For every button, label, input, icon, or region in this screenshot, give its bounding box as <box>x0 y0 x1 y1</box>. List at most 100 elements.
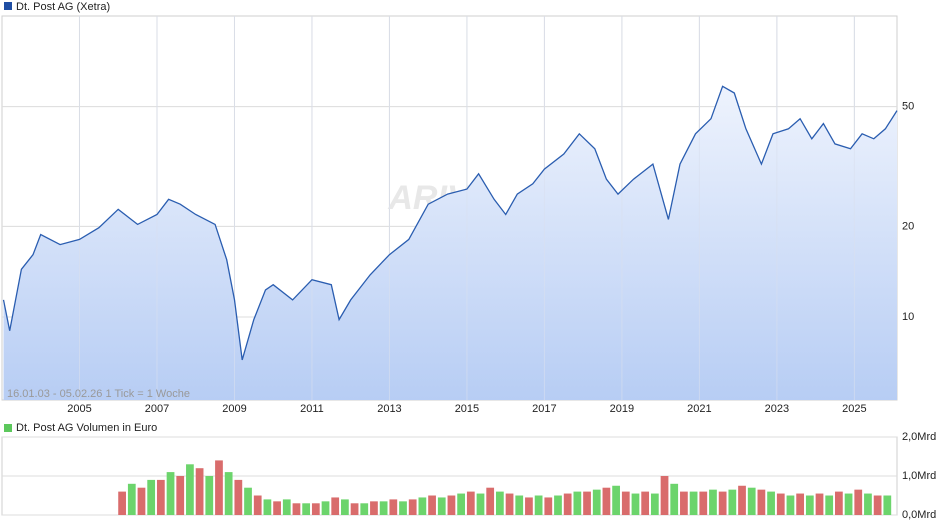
volume-bar <box>650 493 659 515</box>
volume-bar <box>370 501 378 515</box>
volume-bar <box>137 487 146 515</box>
x-tick-label: 2021 <box>687 403 711 415</box>
volume-bar <box>302 503 311 515</box>
volume-bar <box>428 495 436 515</box>
chart-title: Dt. Post AG (Xetra) <box>16 1 110 13</box>
volume-bar <box>292 503 301 515</box>
volume-bar <box>718 491 727 515</box>
volume-bar <box>476 493 485 515</box>
legend-swatch <box>4 424 12 432</box>
volume-bar <box>525 497 533 515</box>
volume-bar <box>224 472 233 515</box>
volume-bar <box>311 503 320 515</box>
volume-bar <box>205 476 214 515</box>
volume-bar <box>738 485 746 515</box>
volume-bar <box>699 491 708 515</box>
volume-bar <box>728 489 737 515</box>
volume-bar <box>457 493 465 515</box>
y-tick-label: 50 <box>902 101 914 113</box>
x-tick-label: 2023 <box>765 403 789 415</box>
x-tick-label: 2009 <box>222 403 246 415</box>
x-tick-label: 2025 <box>842 403 866 415</box>
volume-bar <box>544 497 553 515</box>
volume-bar <box>873 495 882 515</box>
volume-bar <box>825 495 834 515</box>
price-area <box>3 86 897 401</box>
volume-bar <box>573 491 582 515</box>
volume-bar <box>215 460 223 515</box>
legend-swatch <box>4 2 12 10</box>
volume-bar <box>592 489 601 515</box>
volume-bar <box>796 493 805 515</box>
volume-bar <box>282 499 291 515</box>
volume-bar <box>631 493 640 515</box>
volume-bar <box>864 493 872 515</box>
volume-bar <box>815 493 824 515</box>
volume-bar <box>554 495 562 515</box>
volume-bar <box>602 487 611 515</box>
y-tick-label: 10 <box>902 311 914 323</box>
x-tick-label: 2017 <box>532 403 556 415</box>
volume-bar <box>437 497 446 515</box>
volume-bar <box>563 493 572 515</box>
volume-title: Dt. Post AG Volumen in Euro <box>16 422 157 434</box>
volume-bar <box>680 491 688 515</box>
y-tick-label: 2,0Mrd <box>902 431 936 443</box>
volume-bar <box>612 485 620 515</box>
volume-bar <box>515 495 524 515</box>
x-tick-label: 2007 <box>145 403 169 415</box>
x-tick-label: 2019 <box>610 403 634 415</box>
volume-bar <box>709 489 717 515</box>
volume-panel: 0,0Mrd 1,0Mrd 2,0Mrd <box>1 431 936 521</box>
volume-bar <box>495 491 504 515</box>
volume-bar <box>389 499 398 515</box>
volume-bar <box>621 491 630 515</box>
y-tick-label: 1,0Mrd <box>902 470 936 482</box>
volume-bar <box>835 491 843 515</box>
y-tick-label: 20 <box>902 220 914 232</box>
volume-bar <box>321 501 330 515</box>
volume-bar <box>234 479 243 515</box>
volume-bar <box>486 487 495 515</box>
volume-bar <box>195 468 204 515</box>
volume-bar <box>641 491 650 515</box>
volume-bar <box>399 501 407 515</box>
volume-bar <box>273 501 281 515</box>
volume-bar <box>253 495 262 515</box>
x-tick-label: 2013 <box>377 403 401 415</box>
volume-bar <box>660 476 669 515</box>
volume-bar <box>156 479 165 515</box>
x-tick-label: 2011 <box>300 403 324 415</box>
volume-bar <box>408 499 417 515</box>
volume-bar <box>505 493 514 515</box>
volume-bar <box>379 501 388 515</box>
volume-bar <box>360 503 369 515</box>
volume-bar <box>786 495 795 515</box>
volume-bar <box>447 495 456 515</box>
volume-bar <box>534 495 543 515</box>
volume-bar <box>767 491 775 515</box>
volume-bar <box>350 503 359 515</box>
price-panel: 2005 2007 2009 2011 2013 2015 2017 2019 2021 2023… <box>1 15 914 415</box>
volume-bar <box>186 464 194 515</box>
volume-bar <box>166 472 175 515</box>
volume-bar <box>854 489 863 515</box>
volume-bar <box>757 489 766 515</box>
volume-bar <box>263 499 272 515</box>
price-line <box>2 85 898 361</box>
y-tick-label: 0,0Mrd <box>902 509 936 521</box>
x-tick-label: 2015 <box>455 403 479 415</box>
volume-bar <box>776 493 785 515</box>
volume-bar <box>127 483 136 515</box>
volume-bar <box>747 487 756 515</box>
x-tick-label: 2005 <box>67 403 91 415</box>
subtitle: 16.01.03 - 05.02.26 1 Tick = 1 Woche <box>7 388 190 400</box>
volume-bar <box>176 476 185 515</box>
volume-bar <box>341 499 349 515</box>
volume-bar <box>844 493 853 515</box>
volume-bar <box>147 479 156 515</box>
volume-bar <box>583 491 591 515</box>
volume-bar <box>689 491 698 515</box>
volume-bar <box>244 487 252 515</box>
